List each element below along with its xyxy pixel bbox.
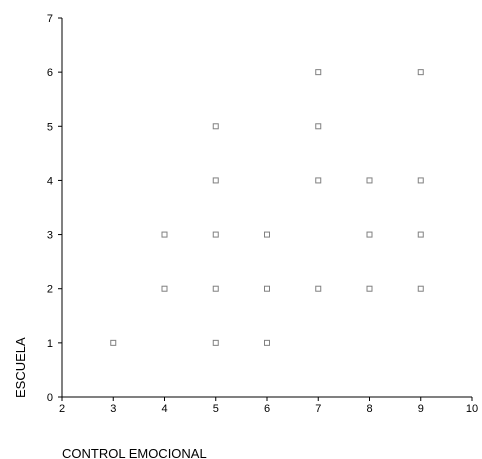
data-point-marker bbox=[315, 285, 322, 292]
y-axis-ticks: 0 1 2 3 4 5 6 7 bbox=[47, 13, 62, 404]
y-tick-label: 5 bbox=[47, 121, 53, 133]
data-point-marker bbox=[212, 123, 219, 130]
y-tick-label: 4 bbox=[47, 175, 53, 187]
data-point-marker bbox=[417, 231, 424, 238]
y-tick-label: 7 bbox=[47, 13, 53, 25]
data-point-marker bbox=[212, 285, 219, 292]
data-point-marker bbox=[315, 123, 322, 130]
data-point-marker bbox=[161, 231, 168, 238]
data-point-marker bbox=[417, 285, 424, 292]
data-point-marker bbox=[366, 285, 373, 292]
x-axis-ticks: 2 3 4 5 6 7 8 9 10 bbox=[59, 397, 478, 415]
x-tick-label: 2 bbox=[59, 403, 65, 415]
x-tick-label: 7 bbox=[315, 403, 321, 415]
data-point-marker bbox=[212, 339, 219, 346]
y-tick-label: 2 bbox=[47, 284, 53, 296]
data-point-marker bbox=[264, 339, 270, 346]
data-point-marker bbox=[212, 177, 219, 184]
data-point-marker bbox=[110, 339, 117, 346]
x-tick-label: 5 bbox=[213, 403, 219, 415]
y-axis-label: ESCUELA bbox=[13, 337, 28, 398]
data-point-marker bbox=[264, 231, 270, 238]
data-point-marker bbox=[417, 177, 424, 184]
x-tick-label: 3 bbox=[110, 403, 116, 415]
data-points bbox=[110, 69, 424, 346]
y-tick-label: 6 bbox=[47, 67, 53, 79]
data-point-marker bbox=[366, 231, 373, 238]
data-point-marker bbox=[315, 177, 322, 184]
data-point-marker bbox=[212, 231, 219, 238]
x-tick-label: 6 bbox=[264, 403, 270, 415]
x-axis-label: CONTROL EMOCIONAL bbox=[62, 446, 207, 459]
data-point-marker bbox=[417, 69, 424, 76]
y-tick-label: 3 bbox=[47, 230, 53, 242]
y-tick-label: 0 bbox=[47, 392, 53, 404]
x-tick-label: 10 bbox=[466, 403, 478, 415]
y-tick-label: 1 bbox=[47, 338, 53, 350]
x-tick-label: 4 bbox=[161, 403, 167, 415]
data-point-marker bbox=[161, 285, 168, 292]
data-point-marker bbox=[264, 285, 270, 292]
x-tick-label: 8 bbox=[366, 403, 372, 415]
x-tick-label: 9 bbox=[418, 403, 424, 415]
data-point-marker bbox=[366, 177, 373, 184]
data-point-marker bbox=[315, 69, 322, 76]
